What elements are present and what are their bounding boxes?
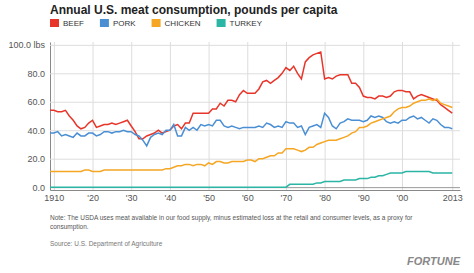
y-grid-line	[50, 159, 460, 160]
y-axis: 0.0 20.0 40.0 60.0 80.0 100.0 lbs	[8, 40, 460, 192]
x-tick-label: '20	[87, 193, 99, 203]
x-grid-line	[325, 42, 326, 190]
y-tick-label: 100.0 lbs	[8, 40, 45, 50]
y-tick: 60.0	[27, 97, 460, 107]
legend: BEEF PORK CHICKEN TURKEY	[50, 19, 263, 28]
x-tick: 2013	[443, 42, 463, 203]
legend-item: TURKEY	[217, 19, 263, 28]
x-tick: '80	[319, 42, 331, 203]
line	[50, 113, 452, 146]
x-tick: '30	[126, 42, 138, 203]
x-tick-label: '00	[397, 193, 409, 203]
y-tick-label: 40.0	[27, 126, 45, 136]
x-tick-label: '50	[203, 193, 215, 203]
x-tick: '50	[203, 42, 215, 203]
x-tick-label: 2013	[443, 193, 463, 203]
x-tick-label: 1910	[44, 193, 64, 203]
y-grid-line	[50, 102, 460, 103]
x-grid-line	[402, 42, 403, 190]
legend-label: PORK	[113, 19, 136, 28]
x-grid-line	[209, 42, 210, 190]
y-tick-label: 80.0	[27, 69, 45, 79]
x-axis-line	[51, 190, 461, 191]
legend-label: CHICKEN	[165, 19, 201, 28]
line	[50, 99, 452, 172]
x-tick-label: '80	[319, 193, 331, 203]
y-tick: 100.0 lbs	[8, 40, 460, 50]
x-axis: 1910 '20 '30 '40 '50 '60 '70 '80 '90 '00 2013	[44, 42, 462, 203]
x-tick: '60	[242, 42, 254, 203]
y-grid-line	[50, 130, 460, 131]
legend-item: CHICKEN	[152, 19, 201, 28]
x-grid-line	[286, 42, 287, 190]
x-tick: '40	[165, 42, 177, 203]
x-tick-label: '70	[281, 193, 293, 203]
x-grid-line	[93, 42, 94, 190]
plot: 1910 '20 '30 '40 '50 '60 '70 '80 '90 '00 2013 0.0 20…	[8, 40, 462, 203]
y-tick: 20.0	[27, 154, 460, 164]
note: Note: The USDA uses meat available in ou…	[50, 214, 413, 231]
logo: FORTUNE	[407, 255, 461, 267]
y-grid-line	[50, 45, 460, 46]
x-grid-line	[54, 42, 55, 190]
line	[50, 172, 452, 188]
legend-item: BEEF	[50, 19, 84, 28]
x-grid-line	[247, 42, 248, 190]
y-axis-line	[50, 43, 51, 191]
legend-label: TURKEY	[230, 19, 263, 28]
line	[50, 52, 452, 139]
chart: Annual U.S. meat consumption, pounds per…	[0, 0, 474, 273]
source: Source: U.S. Department of Agriculture	[50, 240, 163, 248]
x-grid-line	[452, 42, 453, 190]
note-line: consumption.	[50, 223, 89, 231]
x-grid-line	[363, 42, 364, 190]
x-tick-label: '30	[126, 193, 138, 203]
y-tick-label: 0.0	[32, 183, 45, 193]
y-tick-label: 60.0	[27, 97, 45, 107]
x-tick-label: '90	[358, 193, 370, 203]
legend-label: BEEF	[63, 19, 84, 28]
y-grid-line	[50, 73, 460, 74]
x-tick-label: '60	[242, 193, 254, 203]
title: Annual U.S. meat consumption, pounds per…	[50, 3, 338, 17]
x-tick: 1910	[44, 42, 64, 203]
legend-swatch	[152, 19, 161, 27]
note-line: Note: The USDA uses meat available in ou…	[50, 214, 413, 222]
x-tick-label: '40	[165, 193, 177, 203]
x-grid-line	[131, 42, 132, 190]
y-tick-label: 20.0	[27, 154, 45, 164]
legend-swatch	[217, 19, 226, 27]
legend-item: PORK	[100, 19, 136, 28]
legend-swatch	[50, 19, 59, 27]
lines	[50, 52, 452, 187]
legend-swatch	[100, 19, 109, 27]
y-tick: 80.0	[27, 69, 460, 79]
